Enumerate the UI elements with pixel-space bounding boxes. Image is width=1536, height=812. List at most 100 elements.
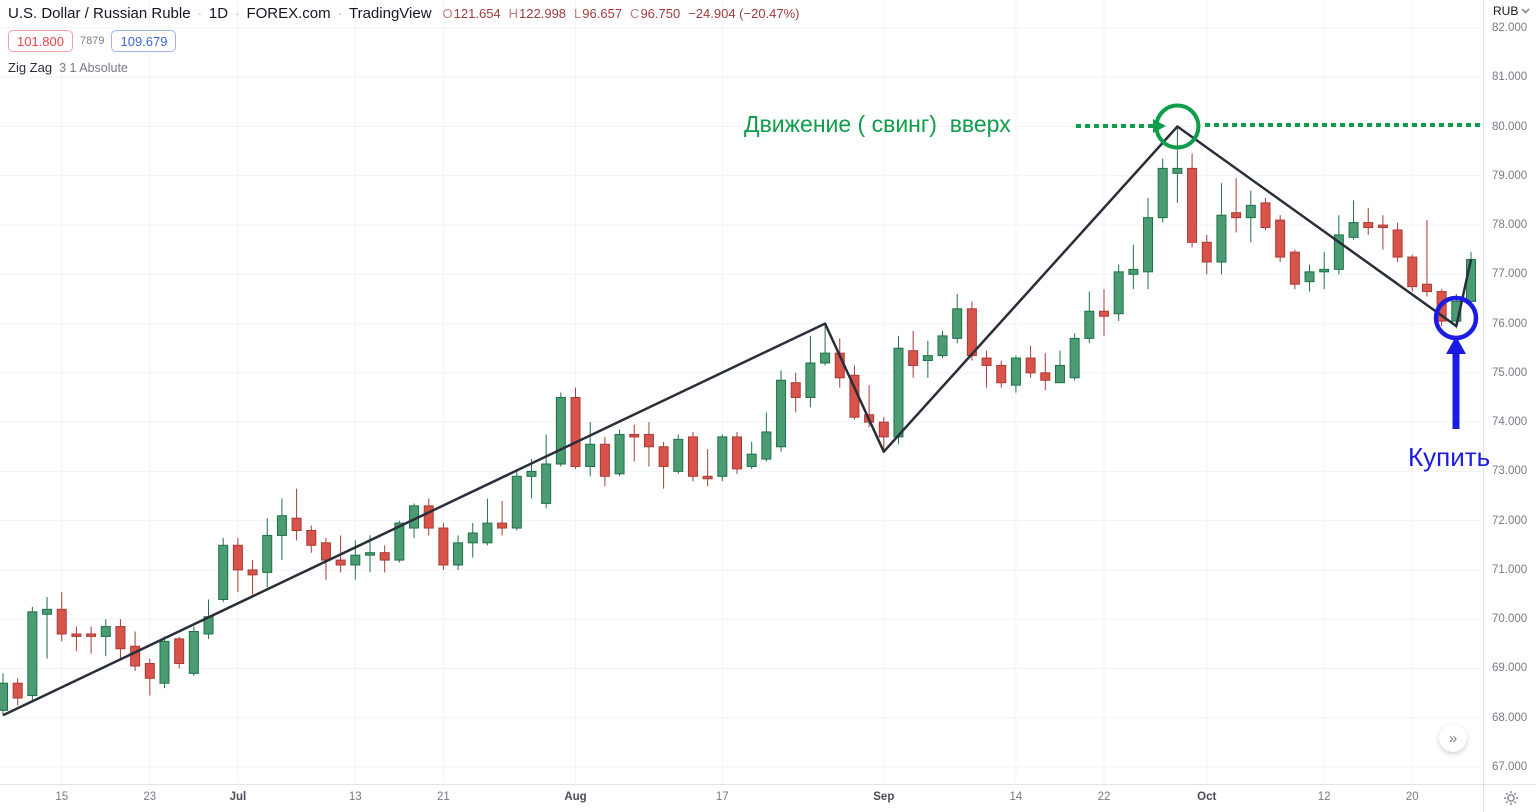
candle — [1054, 350, 1065, 384]
price-axis-label: 73.000 — [1492, 465, 1528, 478]
close-value: 96.750 — [640, 6, 681, 21]
candle — [262, 518, 273, 588]
candle — [218, 537, 229, 602]
price-axis-currency[interactable]: RUB — [1493, 4, 1530, 18]
candle — [1128, 244, 1139, 290]
brand-label[interactable]: TradingView — [348, 5, 432, 22]
candle — [1201, 234, 1212, 275]
buy-arrow-up — [1446, 336, 1466, 429]
candle — [1348, 200, 1359, 240]
candle — [805, 335, 816, 408]
candle — [1333, 215, 1344, 275]
time-axis-label: 21 — [436, 791, 450, 803]
candle — [1407, 254, 1418, 292]
candle — [643, 422, 654, 467]
candle — [438, 523, 449, 570]
candle — [1304, 264, 1315, 292]
time-axis-label: Aug — [564, 791, 587, 803]
separator-dot: · — [197, 6, 202, 21]
candle — [379, 545, 390, 573]
candle — [937, 330, 948, 359]
candle — [658, 441, 669, 489]
candle — [599, 436, 610, 487]
ohlc-readout: O 121.654 H 122.998 L 96.657 C 96.750 −24.90… — [443, 6, 800, 21]
candle — [1319, 252, 1330, 290]
time-axis[interactable]: 15 23 Jul 13 21 Aug 17 Sep 14 22 Oct 12 20 — [0, 784, 1536, 812]
candle — [614, 429, 625, 477]
candle — [555, 392, 566, 467]
candle — [423, 498, 434, 536]
candle — [526, 459, 537, 499]
candle — [1157, 158, 1168, 223]
price-axis-label: 75.000 — [1492, 366, 1528, 379]
candle — [1069, 333, 1080, 381]
symbol-title[interactable]: U.S. Dollar / Russian Ruble — [8, 5, 191, 22]
candle — [981, 350, 992, 388]
low-label: L — [574, 6, 582, 21]
candle — [306, 525, 317, 553]
interval-label[interactable]: 1D — [208, 5, 229, 22]
candle — [1025, 345, 1036, 378]
candle — [1113, 264, 1124, 322]
candle — [1377, 215, 1388, 250]
candle — [232, 537, 243, 593]
buy-button[interactable]: 109.679 — [111, 30, 177, 52]
candle — [702, 449, 713, 487]
price-axis-label: 69.000 — [1492, 662, 1528, 675]
candle — [71, 626, 82, 652]
candle — [511, 471, 522, 531]
double-chevron-right-icon: » — [1448, 729, 1458, 747]
price-axis-label: 80.000 — [1492, 120, 1528, 133]
candle — [687, 431, 698, 482]
candle — [276, 498, 287, 561]
price-axis-label: 78.000 — [1492, 219, 1528, 232]
expand-panel-button[interactable]: » — [1439, 724, 1467, 752]
candle — [1084, 291, 1095, 344]
exchange-label[interactable]: FOREX.com — [246, 5, 331, 22]
candle — [27, 606, 38, 701]
candle — [996, 360, 1007, 388]
high-label: H — [508, 6, 519, 21]
candle — [746, 441, 757, 469]
low-value: 96.657 — [582, 6, 623, 21]
time-axis-label: 20 — [1405, 791, 1419, 803]
candle — [1245, 190, 1256, 243]
price-axis-label: 72.000 — [1492, 514, 1528, 527]
axis-settings-gear-icon[interactable] — [1502, 789, 1520, 807]
sell-button[interactable]: 101.800 — [8, 30, 73, 52]
candle — [482, 498, 493, 546]
candle — [115, 619, 126, 659]
candle — [1363, 207, 1374, 235]
candle — [629, 424, 640, 462]
close-label: C — [630, 6, 640, 21]
candle — [1275, 215, 1286, 263]
time-axis-label: 22 — [1097, 791, 1111, 803]
indicator-legend[interactable]: Zig Zag 3 1 Absolute — [8, 60, 128, 75]
candle — [247, 560, 258, 595]
candle — [878, 417, 889, 452]
zigzag-indicator-line[interactable] — [2, 125, 1473, 717]
candle — [1216, 183, 1227, 275]
candle — [673, 434, 684, 474]
open-label: O — [442, 6, 453, 21]
candle — [497, 500, 508, 536]
chevron-down-icon — [1521, 8, 1530, 14]
candle — [1260, 197, 1271, 230]
price-axis[interactable]: RUB 82.000 81.000 80.000 79.000 78.000 77.000… — [1483, 0, 1536, 784]
candle — [1187, 153, 1198, 248]
open-value: 121.654 — [453, 6, 501, 21]
candle — [159, 636, 170, 689]
candle — [1421, 220, 1432, 297]
time-axis-label: Jul — [229, 791, 247, 803]
candle — [100, 619, 111, 657]
high-value: 122.998 — [519, 6, 567, 21]
price-axis-label: 68.000 — [1492, 711, 1528, 724]
candle — [86, 626, 97, 654]
separator-dot: · — [337, 6, 342, 21]
indicator-name[interactable]: Zig Zag — [8, 60, 53, 75]
spread-value: 7879 — [80, 35, 105, 47]
price-axis-label: 70.000 — [1492, 613, 1528, 626]
time-axis-label: 17 — [715, 791, 729, 803]
candle — [188, 626, 199, 676]
